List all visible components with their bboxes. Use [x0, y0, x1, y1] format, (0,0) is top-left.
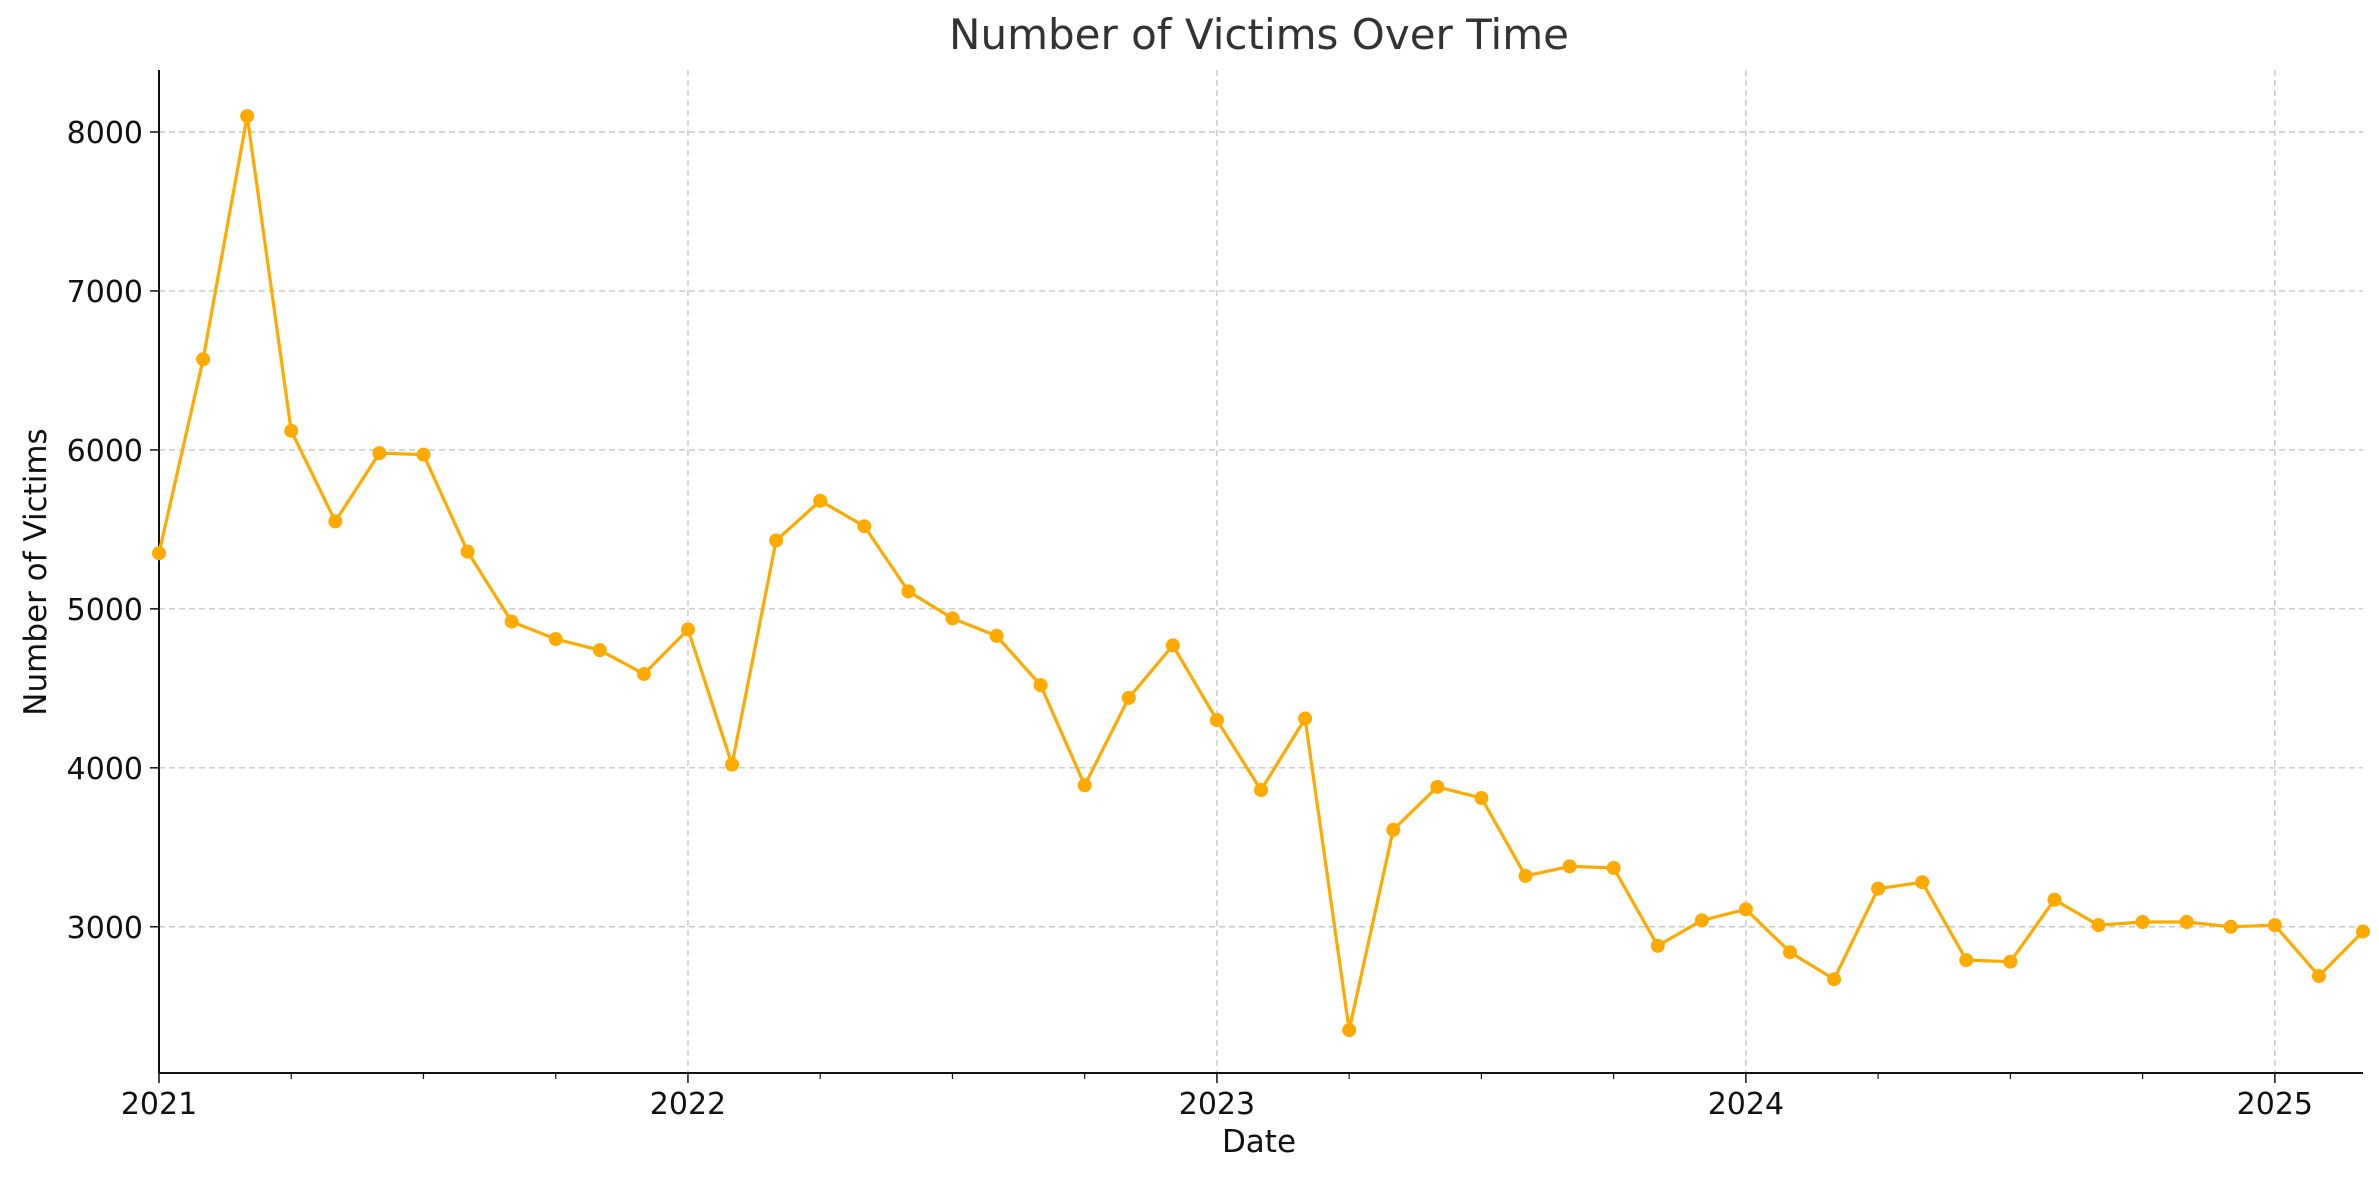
y-tick-label: 6000	[67, 434, 143, 469]
x-axis-label: Date	[1222, 1124, 1296, 1160]
data-point-marker	[416, 447, 431, 462]
chart-title: Number of Victims Over Time	[949, 10, 1569, 59]
data-point-marker	[1915, 875, 1930, 890]
data-point-marker	[1342, 1023, 1357, 1038]
data-point-marker	[680, 622, 695, 637]
data-point-marker	[372, 446, 387, 461]
data-point-marker	[945, 611, 960, 626]
data-point-marker	[1518, 868, 1533, 883]
data-point-marker	[1606, 860, 1621, 875]
data-point-marker	[857, 519, 872, 534]
data-point-marker	[1650, 938, 1665, 953]
data-point-marker	[1562, 859, 1577, 874]
data-point-marker	[813, 493, 828, 508]
data-point-marker	[2047, 892, 2062, 907]
data-point-marker	[725, 757, 740, 772]
y-axis-label: Number of Victims	[18, 428, 54, 715]
x-tick-label: 2023	[1179, 1087, 1255, 1122]
data-point-marker	[328, 514, 343, 529]
x-tick-label: 2022	[650, 1087, 726, 1122]
data-point-marker	[989, 628, 1004, 643]
data-point-marker	[2179, 914, 2194, 929]
y-tick-label: 3000	[67, 911, 143, 946]
x-tick-label: 2021	[121, 1087, 197, 1122]
series-line	[157, 114, 2365, 1032]
data-point-marker	[1827, 972, 1842, 987]
data-point-marker	[1077, 778, 1092, 793]
data-point-marker	[1209, 713, 1224, 728]
data-point-marker	[196, 352, 211, 367]
data-point-marker	[1121, 690, 1136, 705]
data-point-marker	[504, 614, 519, 629]
data-point-marker	[2311, 969, 2326, 984]
data-point-marker	[1386, 822, 1401, 837]
data-point-marker	[1298, 711, 1313, 726]
data-point-marker	[152, 546, 166, 561]
data-point-marker	[592, 643, 607, 658]
data-point-marker	[1782, 945, 1797, 960]
data-point-marker	[1254, 783, 1268, 798]
data-point-marker	[460, 544, 475, 559]
axes	[150, 70, 2363, 1083]
data-point-marker	[240, 109, 255, 124]
y-tick-label: 5000	[67, 593, 143, 628]
data-point-marker	[2135, 914, 2150, 929]
data-point-marker	[636, 667, 651, 682]
data-point-marker	[1033, 678, 1048, 693]
data-point-marker	[901, 584, 916, 599]
data-points	[152, 109, 2370, 1038]
data-point-marker	[548, 632, 563, 647]
x-tick-label: 2025	[2237, 1087, 2313, 1122]
data-point-marker	[1738, 902, 1753, 917]
data-point-marker	[284, 423, 299, 438]
tick-labels: 3000 4000 5000 6000 7000 8000 2021 2022 2023 2024…	[67, 116, 2313, 1122]
x-tick-label: 2024	[1708, 1087, 1784, 1122]
y-tick-label: 7000	[67, 275, 143, 310]
data-point-marker	[1165, 638, 1180, 653]
y-tick-label: 8000	[67, 116, 143, 151]
data-point-marker	[1474, 791, 1489, 806]
data-point-marker	[2003, 954, 2018, 969]
data-point-marker	[2267, 918, 2282, 933]
data-point-marker	[2091, 918, 2106, 933]
data-point-marker	[1959, 953, 1974, 968]
grid-lines	[158, 70, 2363, 1073]
data-point-marker	[769, 533, 784, 548]
data-point-marker	[1430, 779, 1445, 794]
data-point-marker	[1694, 913, 1709, 928]
data-point-marker	[2356, 924, 2370, 939]
y-tick-label: 4000	[67, 752, 143, 787]
series-line-path	[157, 114, 2365, 1032]
data-point-marker	[1871, 881, 1886, 896]
data-point-marker	[2223, 919, 2238, 934]
